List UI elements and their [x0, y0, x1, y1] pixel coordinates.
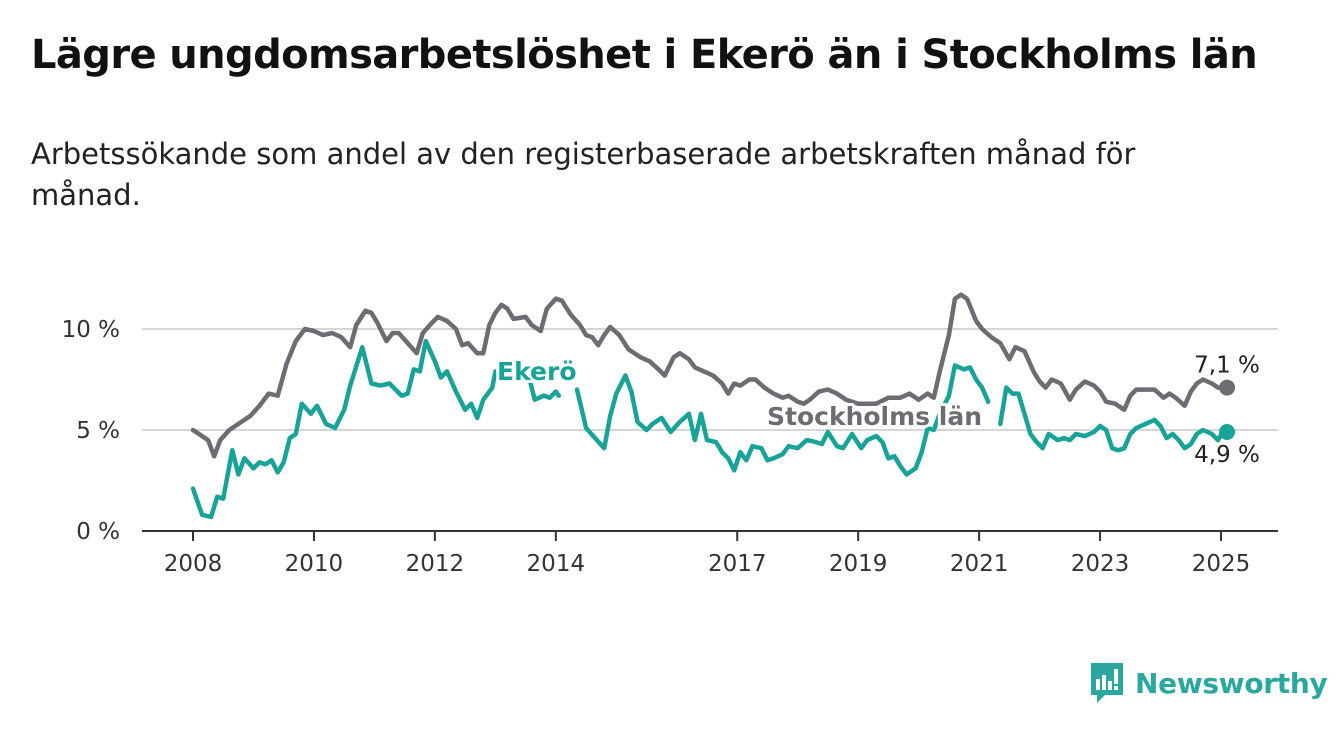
x-tick-label: 2008: [164, 551, 223, 577]
newsworthy-bars-icon: [1091, 663, 1123, 703]
series-line-ekero: [574, 363, 991, 477]
series-name-label-ekero: Ekerö: [497, 357, 577, 386]
series-line-stockholm: [190, 292, 1230, 459]
x-tick-label: 2010: [285, 551, 344, 577]
series-labels: 7,1 % 4,9 % Ekerö Stockholms län: [494, 353, 1260, 468]
x-tick-label: 2017: [708, 551, 767, 577]
end-point-stockholm: [1219, 379, 1236, 396]
x-tick-label: 2023: [1071, 551, 1130, 577]
end-value-label-ekero: 4,9 %: [1194, 442, 1260, 468]
end-point-ekero: [1219, 424, 1236, 441]
series-line-ekero: [190, 338, 519, 520]
end-value-label-stockholm: 7,1 %: [1194, 353, 1260, 379]
brand-name: Newsworthy: [1135, 666, 1328, 700]
series-line-ekero: [526, 373, 562, 402]
y-tick-label: 5 %: [76, 418, 120, 444]
y-tick-label: 10 %: [62, 317, 120, 343]
grid-lines: [142, 328, 1278, 431]
series-lines: [190, 292, 1236, 520]
newsworthy-logo: Newsworthy: [1089, 660, 1328, 706]
x-axis: 0 % 5 % 10 % 2008 2010 2012 2014 2017 2019 2021 20…: [62, 317, 1278, 577]
x-tick-label: 2019: [829, 551, 888, 577]
line-chart: 0 % 5 % 10 % 2008 2010 2012 2014 2017 2019 2021 20…: [62, 292, 1278, 577]
chart-title: Lägre ungdomsarbetslöshet i Ekerö än i S…: [31, 32, 1258, 78]
x-tick-label: 2014: [527, 551, 586, 577]
y-tick-label: 0 %: [76, 519, 120, 545]
x-tick-label: 2012: [406, 551, 465, 577]
x-tick-label: 2021: [950, 551, 1009, 577]
chart-subtitle: Arbetssökande som andel av den registerb…: [31, 137, 1136, 212]
series-name-label-stockholm: Stockholms län: [767, 402, 982, 431]
x-tick-label: 2025: [1192, 551, 1251, 577]
series-line-ekero: [998, 385, 1230, 453]
